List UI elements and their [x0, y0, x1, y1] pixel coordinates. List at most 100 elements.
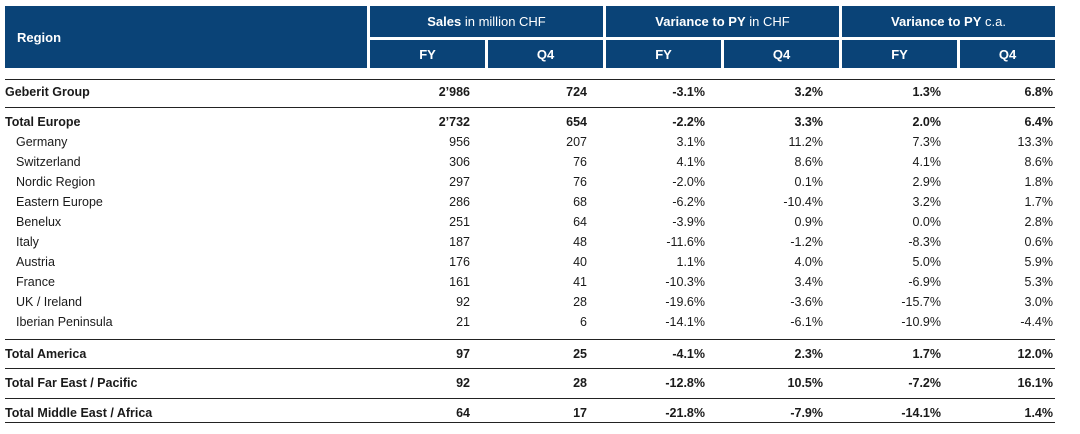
row-value: -21.8% — [665, 406, 705, 420]
row-value: 3.4% — [794, 275, 824, 289]
row-value: 1.3% — [912, 85, 942, 99]
row-value: 10.5% — [787, 376, 823, 390]
row-value: 92 — [456, 295, 470, 309]
table-total-row: Total Middle East / Africa 64 17 -21.8% -7.9… — [5, 403, 1055, 423]
row-value: 1.8% — [1024, 175, 1054, 189]
row-value: -14.1% — [665, 315, 705, 329]
header-sub-q4: Q4 — [488, 40, 603, 68]
row-value: 4.1% — [912, 155, 942, 169]
row-label: France — [16, 275, 55, 289]
row-value: 12.0% — [1017, 347, 1053, 361]
row-value: 0.0% — [912, 215, 942, 229]
table-row: Italy 187 48 -11.6% -1.2% -8.3% 0.6% — [5, 232, 1055, 252]
row-value: 13.3% — [1017, 135, 1053, 149]
header-sub-q4-label: Q4 — [536, 46, 555, 62]
table-row: Iberian Peninsula 21 6 -14.1% -6.1% -10.9% -4.… — [5, 312, 1055, 332]
row-value: 187 — [449, 235, 470, 249]
table-row: Switzerland 306 76 4.1% 8.6% 4.1% 8.6% — [5, 152, 1055, 172]
row-value: 161 — [449, 275, 470, 289]
row-label: Italy — [16, 235, 39, 249]
header-sub-q4: Q4 — [724, 40, 839, 68]
header-sub-fy-label: FY — [891, 46, 908, 62]
row-value: 64 — [573, 215, 587, 229]
row-value: -15.7% — [901, 295, 941, 309]
row-value: 92 — [456, 376, 470, 390]
row-label: Total Europe — [5, 115, 81, 129]
header-sub-q4-label: Q4 — [998, 46, 1017, 62]
row-value: 1.4% — [1024, 406, 1054, 420]
row-value: 2.8% — [1024, 215, 1054, 229]
row-value: 724 — [566, 85, 587, 99]
header-group-sales: Sales in million CHF — [370, 6, 603, 37]
row-label: Iberian Peninsula — [16, 315, 113, 329]
row-value: 2.9% — [912, 175, 942, 189]
header-sub-fy-label: FY — [655, 46, 672, 62]
header-sub-fy: FY — [606, 40, 721, 68]
row-label: Total America — [5, 347, 87, 361]
row-value: 48 — [573, 235, 587, 249]
row-divider — [5, 398, 1055, 399]
row-value: 17 — [573, 406, 587, 420]
row-value: 176 — [449, 255, 470, 269]
table-row: France 161 41 -10.3% 3.4% -6.9% 5.3% — [5, 272, 1055, 292]
row-label: Nordic Region — [16, 175, 96, 189]
row-value: 7.3% — [912, 135, 942, 149]
table-row: UK / Ireland 92 28 -19.6% -3.6% -15.7% 3.0% — [5, 292, 1055, 312]
row-value: -11.6% — [666, 235, 705, 249]
row-value: 207 — [566, 135, 587, 149]
row-value: 5.9% — [1024, 255, 1054, 269]
row-value: 6.4% — [1024, 115, 1054, 129]
row-value: -7.2% — [908, 376, 941, 390]
header-sub-q4-label: Q4 — [772, 46, 791, 62]
header-sub-fy: FY — [370, 40, 485, 68]
table-total-row: Total Far East / Pacific 92 28 -12.8% 10.5% -… — [5, 373, 1055, 393]
row-divider — [5, 368, 1055, 369]
row-value: 11.2% — [788, 135, 823, 149]
row-value: -6.1% — [790, 315, 823, 329]
row-value: -2.0% — [672, 175, 705, 189]
row-label: Geberit Group — [5, 85, 90, 99]
table-total-row: Geberit Group 2’986 724 -3.1% 3.2% 1.3% 6.8% — [5, 82, 1055, 102]
row-value: 4.0% — [794, 255, 824, 269]
table-total-row: Total America 97 25 -4.1% 2.3% 1.7% 12.0% — [5, 344, 1055, 364]
row-value: 5.0% — [912, 255, 942, 269]
row-value: -10.3% — [665, 275, 705, 289]
row-label: Switzerland — [16, 155, 81, 169]
row-value: 6.8% — [1024, 85, 1054, 99]
row-value: 2.0% — [912, 115, 942, 129]
row-value: 956 — [449, 135, 470, 149]
row-value: -14.1% — [901, 406, 941, 420]
row-value: 0.6% — [1024, 235, 1054, 249]
row-value: 40 — [573, 255, 587, 269]
row-value: 1.7% — [1024, 195, 1054, 209]
header-sub-q4: Q4 — [960, 40, 1055, 68]
row-value: 8.6% — [1024, 155, 1054, 169]
row-value: -1.2% — [790, 235, 823, 249]
row-value: 654 — [566, 115, 587, 129]
row-label: Austria — [16, 255, 55, 269]
header-region-label: Region — [17, 29, 62, 45]
header-group-var-ca: Variance to PY c.a. — [842, 6, 1055, 37]
header-group-var-chf-rest: in CHF — [745, 14, 790, 29]
row-label: Total Middle East / Africa — [5, 406, 153, 420]
row-divider — [5, 339, 1055, 340]
row-divider — [5, 107, 1055, 108]
header-divider — [5, 79, 1055, 80]
header-group-sales-bold: Sales — [427, 14, 462, 29]
row-value: -4.1% — [672, 347, 705, 361]
header-group-var-chf-bold: Variance to PY — [655, 14, 746, 29]
row-value: -3.6% — [790, 295, 823, 309]
row-value: 2’986 — [438, 85, 470, 99]
row-value: -19.6% — [665, 295, 705, 309]
row-value: 1.7% — [912, 347, 942, 361]
row-value: 6 — [580, 315, 587, 329]
header-group-var-ca-bold: Variance to PY — [891, 14, 982, 29]
row-value: 64 — [456, 406, 470, 420]
row-value: 3.1% — [676, 135, 706, 149]
header-group-sales-rest: in million CHF — [461, 14, 546, 29]
row-value: 25 — [573, 347, 587, 361]
row-value: 3.0% — [1024, 295, 1054, 309]
table-row: Germany 956 207 3.1% 11.2% 7.3% 13.3% — [5, 132, 1055, 152]
row-value: 8.6% — [794, 155, 824, 169]
row-value: -7.9% — [790, 406, 823, 420]
